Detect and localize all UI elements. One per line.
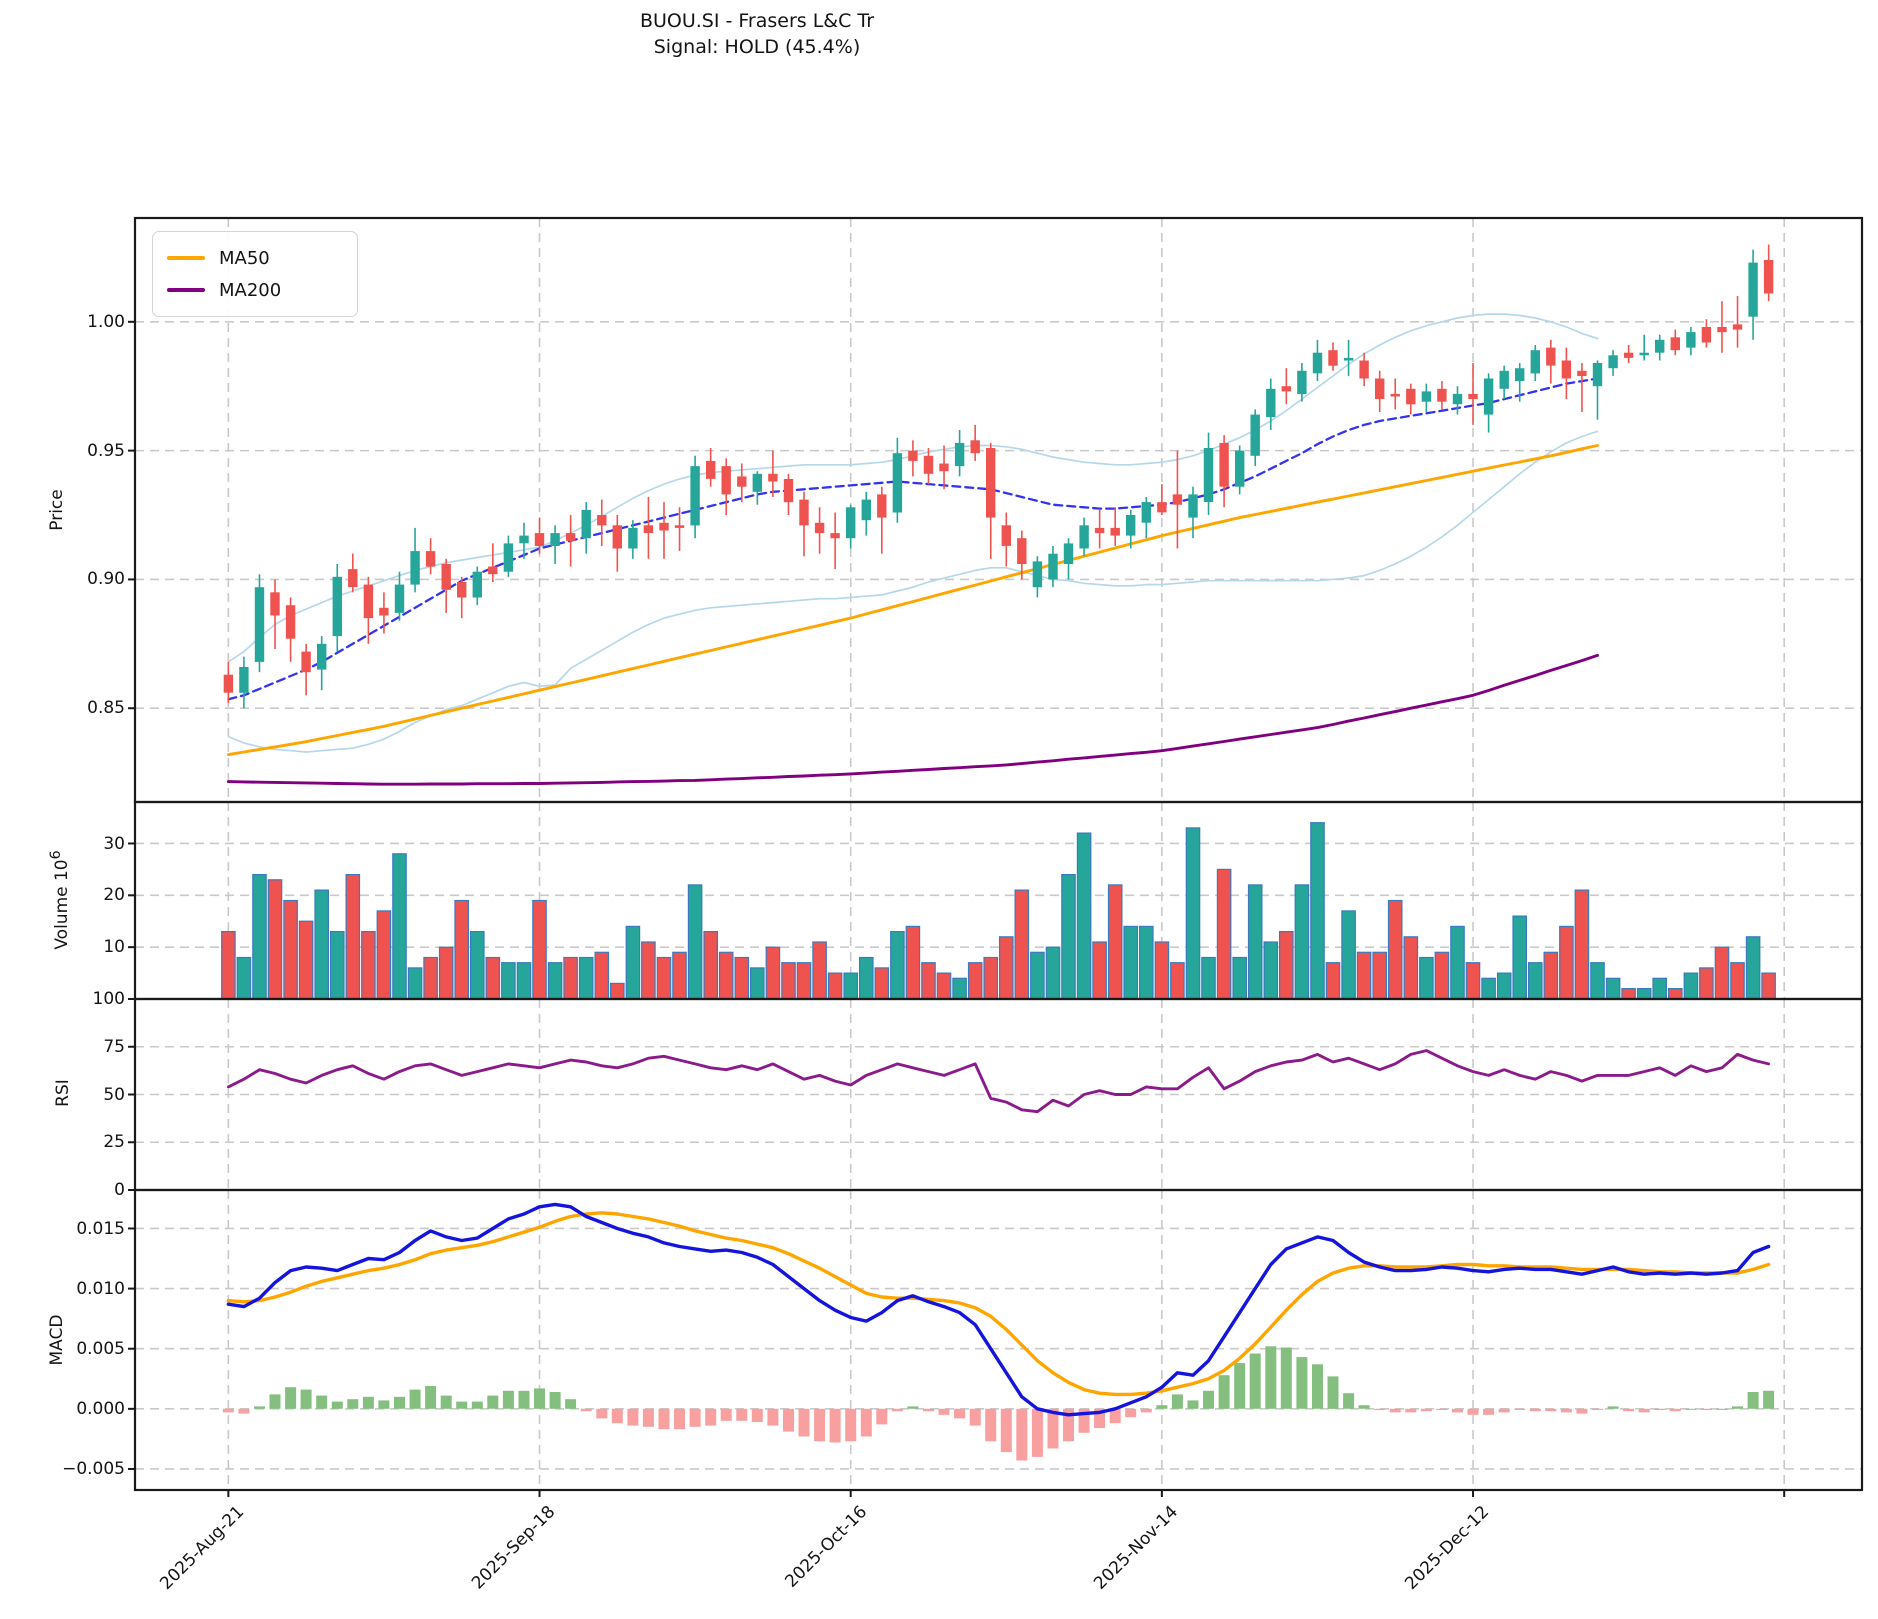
legend-label-ma200: MA200 xyxy=(219,279,282,301)
legend-label-ma50: MA50 xyxy=(219,247,270,269)
y-tick-label-rsi: 25 xyxy=(103,1132,125,1153)
ma200-line-swatch xyxy=(167,288,205,292)
y-tick-label-macd: 0.005 xyxy=(76,1338,125,1359)
legend: MA50 MA200 xyxy=(152,231,358,317)
y-tick-label-price: 0.90 xyxy=(87,569,125,590)
y-tick-label-rsi: 100 xyxy=(92,989,125,1009)
y-tick-label-macd: 0.010 xyxy=(76,1278,125,1299)
y-tick-label-volume: 30 xyxy=(103,833,125,854)
price-axis-label: Price xyxy=(47,489,67,531)
y-tick-label-volume: 10 xyxy=(103,937,125,958)
y-tick-label-macd: 0.015 xyxy=(76,1218,125,1239)
y-tick-label-macd: 0.000 xyxy=(76,1398,125,1419)
y-tick-label-price: 0.85 xyxy=(87,698,125,719)
legend-item-ma200: MA200 xyxy=(167,274,343,306)
y-tick-label-price: 0.95 xyxy=(87,440,125,461)
y-tick-label-rsi: 75 xyxy=(103,1036,125,1057)
y-tick-label-rsi: 0 xyxy=(114,1180,125,1200)
chart-title: BUOU.SI - Frasers L&C Tr xyxy=(639,10,875,32)
y-tick-label-rsi: 50 xyxy=(103,1084,125,1105)
y-tick-label-price: 1.00 xyxy=(87,311,125,332)
legend-item-ma50: MA50 xyxy=(167,242,343,274)
chart-signal-subtitle: Signal: HOLD (45.4%) xyxy=(653,36,861,58)
ma50-line-swatch xyxy=(167,256,205,260)
y-tick-label-macd: −0.005 xyxy=(62,1459,125,1479)
y-tick-label-volume: 20 xyxy=(103,885,125,906)
